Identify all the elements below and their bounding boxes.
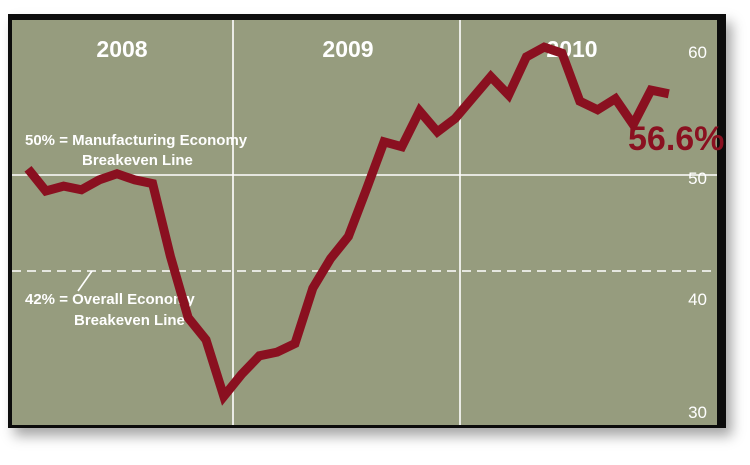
overall-label-leader <box>77 270 93 292</box>
current-value-callout: 56.6% <box>628 120 724 158</box>
y-tick-60: 60 <box>688 43 707 62</box>
year-label-2008: 2008 <box>96 36 147 62</box>
plot-area <box>12 20 717 425</box>
overall-breakeven-label-line2: Breakeven Line <box>74 312 185 329</box>
y-tick-40: 40 <box>688 290 707 309</box>
overall-breakeven-label-line1: 42% = Overall Economy <box>25 291 195 308</box>
series-points <box>27 47 669 397</box>
manufacturing-breakeven-label-line2: Breakeven Line <box>82 152 193 169</box>
y-tick-50: 50 <box>688 169 707 188</box>
manufacturing-breakeven-label-line1: 50% = Manufacturing Economy <box>25 132 248 149</box>
year-label-2009: 2009 <box>322 36 373 62</box>
y-tick-30: 30 <box>688 403 707 422</box>
